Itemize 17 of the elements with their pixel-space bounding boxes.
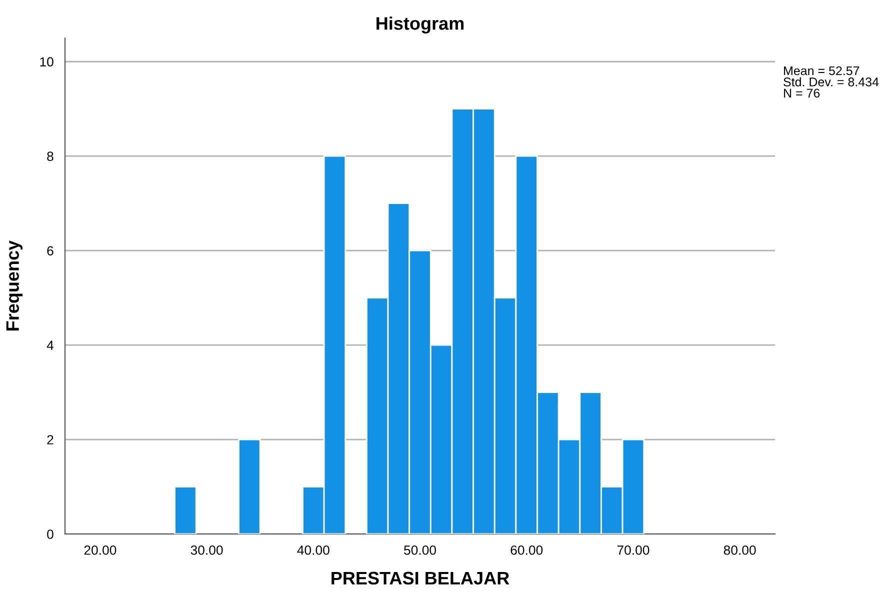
x-tick-label: 30.00 bbox=[190, 545, 223, 555]
x-tick-label: 40.00 bbox=[297, 545, 330, 555]
x-tick-label: 60.00 bbox=[510, 545, 543, 555]
x-tick-label: 80.00 bbox=[724, 545, 756, 555]
y-tick-label: 8 bbox=[47, 152, 54, 162]
y-tick-label: 0 bbox=[47, 530, 54, 539]
y-tick-label: 4 bbox=[46, 340, 54, 350]
chart-title: Histogram bbox=[376, 16, 464, 34]
x-tick-label: 50.00 bbox=[404, 545, 436, 555]
x-axis-title: PRESTASI BELAJAR bbox=[332, 572, 510, 585]
y-tick-label: 10 bbox=[40, 57, 54, 67]
x-tick-label: 70.00 bbox=[617, 545, 650, 555]
y-tick-label: 6 bbox=[47, 246, 54, 256]
text: Mean = 52.57 Std. Dev. = 8.434 N = 76 bbox=[784, 66, 879, 98]
x-tick-label: 20.00 bbox=[84, 545, 116, 555]
y-axis-title: Frequency bbox=[6, 240, 23, 330]
y-tick-label: 2 bbox=[47, 435, 54, 444]
